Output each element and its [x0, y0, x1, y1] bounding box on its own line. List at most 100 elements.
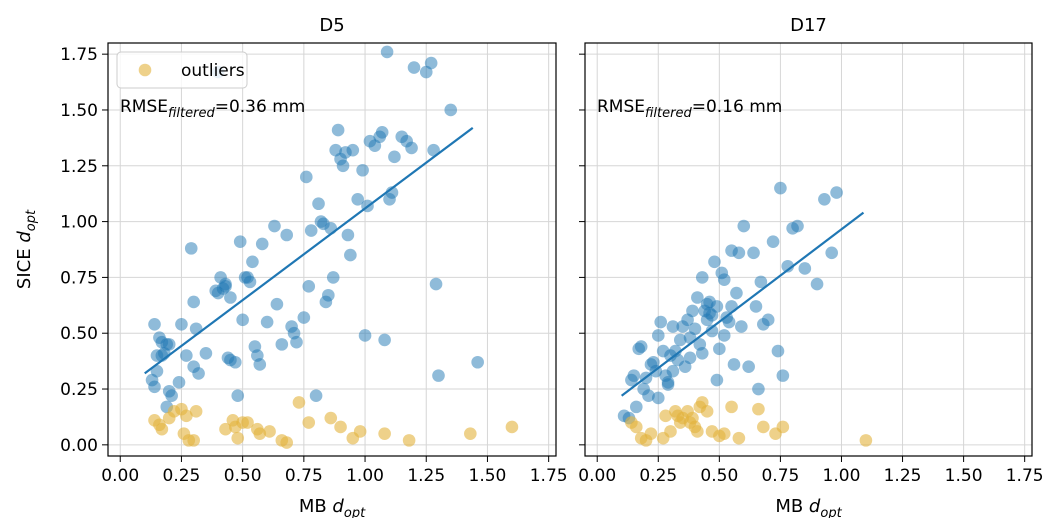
data-point [754, 275, 768, 289]
data-point [683, 351, 697, 365]
data-point [771, 344, 785, 358]
data-point [717, 329, 731, 342]
data-point [189, 322, 203, 336]
data-point [747, 246, 760, 260]
x-tick-label: 1.50 [469, 466, 507, 486]
rmse-annotation: RMSEfiltered=0.16 mm [597, 97, 782, 121]
outlier-point [859, 434, 873, 447]
data-point [351, 192, 365, 206]
x-tick-label: 1.25 [884, 466, 922, 486]
data-point [407, 61, 421, 74]
data-point [686, 304, 699, 318]
outlier-point [292, 396, 306, 409]
data-point [233, 235, 247, 248]
data-point [629, 400, 643, 414]
outlier-point [187, 434, 200, 447]
data-point [673, 333, 687, 347]
data-point [737, 219, 751, 233]
outlier-point [302, 416, 316, 429]
data-point [336, 159, 350, 173]
x-tick-label: 0.75 [285, 466, 323, 486]
data-point [703, 295, 716, 309]
outlier-point [776, 420, 790, 434]
regression-line [144, 126, 474, 375]
data-point [666, 364, 680, 378]
outlier-point [725, 400, 738, 414]
y-tick-label: 0.00 [60, 436, 98, 456]
outlier-point [334, 420, 347, 434]
data-point [148, 380, 161, 394]
regression-line [620, 211, 865, 397]
data-point [380, 45, 394, 59]
data-point [150, 364, 164, 378]
data-point [324, 221, 338, 235]
data-point [713, 342, 726, 356]
data-point [187, 360, 200, 374]
outlier-point [155, 422, 169, 436]
x-tick-label: 1.00 [823, 466, 861, 486]
outlier-point [324, 411, 338, 425]
data-point [243, 275, 257, 289]
data-point [432, 369, 445, 382]
y-tick-label: 1.25 [60, 157, 98, 177]
y-tick-label: 0.50 [60, 324, 98, 344]
x-tick-label: 0.50 [700, 466, 738, 486]
data-point [708, 255, 721, 269]
data-point [268, 219, 281, 233]
data-point [627, 369, 641, 382]
grid-lines [108, 43, 556, 456]
data-point [791, 219, 804, 233]
data-point [781, 259, 795, 273]
outlier-point [219, 422, 232, 436]
data-point [304, 224, 318, 237]
x-tick-label: 1.25 [407, 466, 445, 486]
data-point [219, 280, 232, 293]
data-point [818, 192, 831, 206]
outlier-point [629, 420, 643, 434]
outlier-point [263, 425, 276, 438]
data-point [309, 389, 323, 403]
x-tick-label: 1.75 [1006, 466, 1043, 486]
y-tick-label: 1.00 [60, 213, 98, 233]
data-point [705, 324, 719, 338]
data-point [642, 389, 655, 403]
data-point [326, 271, 340, 284]
data-point [299, 170, 313, 184]
outlier-point [180, 409, 193, 423]
data-point [148, 317, 161, 331]
data-point [312, 197, 325, 211]
outlier-point [644, 427, 658, 440]
x-axis-label: MB dopt [299, 496, 366, 518]
data-point [471, 355, 484, 369]
data-point [761, 313, 775, 327]
data-point [722, 315, 736, 329]
x-tick-label: 0.25 [639, 466, 677, 486]
data-point [253, 358, 267, 371]
legend-marker-outliers [138, 63, 152, 77]
outlier-point [253, 427, 267, 440]
data-point [172, 376, 186, 389]
data-point [774, 181, 787, 195]
data-point [810, 277, 824, 291]
x-tick-label: 0.00 [578, 466, 616, 486]
data-point [162, 384, 176, 398]
grid-lines [585, 43, 1032, 456]
data-point [735, 320, 748, 333]
data-point [187, 295, 200, 309]
data-point [444, 103, 458, 117]
panel-d5: 0.00 0.25 0.50 0.75 1.00 1.25 1.50 1.75 0.00 0.25… [14, 15, 568, 518]
data-point [358, 329, 372, 342]
legend: outliers [116, 51, 248, 89]
data-point [710, 373, 724, 387]
outlier-point [231, 431, 245, 445]
data-point [688, 322, 702, 336]
data-point [356, 163, 369, 177]
y-tick-label: 0.25 [60, 380, 98, 400]
data-point [727, 358, 741, 371]
data-point [654, 315, 668, 329]
data-point [270, 297, 284, 311]
data-point [730, 286, 743, 300]
y-tick-label: 1.50 [60, 101, 98, 121]
data-point [322, 288, 335, 302]
data-point [297, 311, 311, 324]
